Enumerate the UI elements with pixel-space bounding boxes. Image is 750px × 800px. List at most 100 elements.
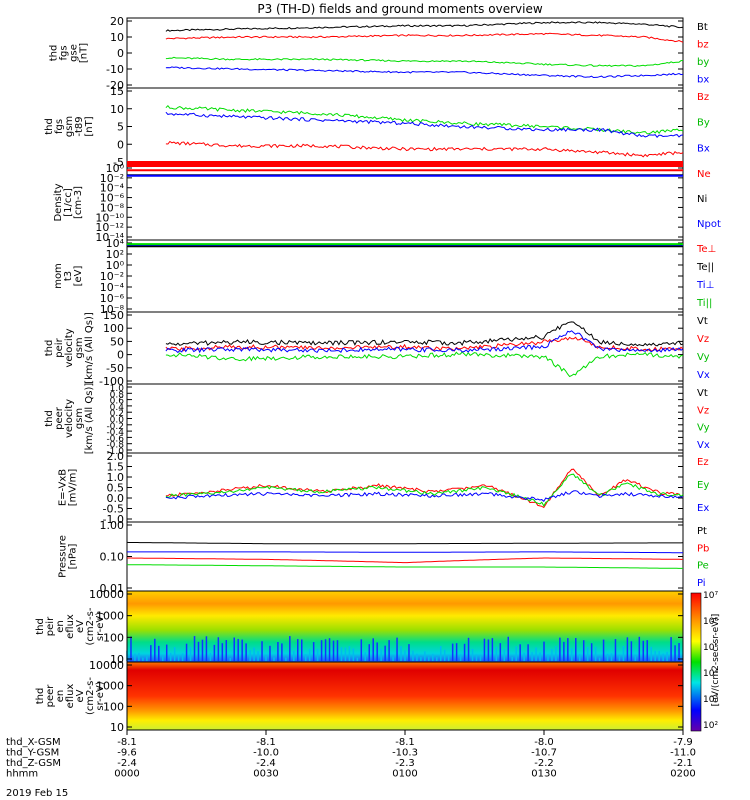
y-tick-label: 10⁻¹²	[95, 221, 124, 234]
y-tick-label: 10⁻⁶	[100, 192, 125, 205]
legend-Vy: Vy	[697, 352, 710, 363]
x-tick-label: -2.1	[673, 758, 693, 769]
y-axis-label-line: peer	[45, 684, 56, 708]
legend-Npot: Npot	[697, 219, 721, 230]
y-tick-label: 10000	[89, 588, 124, 601]
series-line-Vz	[165, 336, 684, 352]
y-tick-label: -10	[106, 63, 124, 76]
series-line-Ey	[165, 473, 684, 507]
series-line-Bt	[165, 21, 684, 32]
legend-Pt: Pt	[697, 526, 707, 537]
spectrogram	[127, 662, 683, 730]
plot-area	[127, 384, 683, 453]
y-axis-label: E=-VxB[mV/m]	[58, 469, 79, 507]
plot-area	[127, 165, 683, 240]
y-tick-label: 10⁻¹⁰	[95, 211, 124, 224]
legend-Vx: Vx	[697, 370, 710, 381]
series-line-by	[165, 56, 684, 68]
y-axis-label-line: eflux	[65, 684, 76, 709]
y-tick-label: 0	[117, 349, 124, 362]
y-tick-label: -50	[106, 362, 124, 375]
y-tick-label: 150	[103, 309, 124, 322]
plot-area	[127, 18, 683, 88]
y-axis-label: thdpeirvelocitygsm[km/s (All Qs)]	[44, 312, 95, 384]
y-axis-label-line: en	[55, 690, 66, 703]
colorbar-tick-label: 10⁷	[703, 591, 718, 601]
y-axis-label-line: sr-eV)	[95, 681, 106, 710]
colorbar-gradient	[690, 592, 702, 732]
y-axis-label-line: (cm2-s-	[85, 607, 96, 645]
series-line-Bx	[165, 111, 684, 138]
y-axis-label: momt3[eV]	[53, 263, 84, 289]
y-axis-label-line: [nPa]	[68, 543, 79, 569]
y-tick-label: 10⁻⁸	[100, 201, 125, 214]
y-axis-label-line: thd	[49, 45, 60, 62]
panel-7: 2.01.51.00.50.0-0.5-1.0E=-VxB[mV/m]EzEyE…	[58, 450, 710, 526]
legend-Ez: Ez	[697, 457, 709, 468]
y-axis-label-line: thd	[35, 618, 46, 635]
x-tick-label: -10.0	[253, 748, 279, 759]
figure-title: P3 (TH-D) fields and ground moments over…	[257, 2, 542, 16]
series-line-Bz	[165, 140, 684, 158]
y-axis-label-line: sr-eV)	[95, 612, 106, 641]
series-line-Ex	[165, 490, 684, 503]
legend-Vy: Vy	[697, 423, 710, 434]
series-line-By	[165, 104, 684, 135]
y-axis-label: thdfgsgsm-t89[nT]	[44, 116, 95, 137]
legend-Vz: Vz	[697, 334, 709, 345]
x-tick-label: 0100	[392, 769, 417, 780]
colorbar-tick-label: 10²	[703, 721, 718, 731]
y-tick-label: 10	[110, 653, 124, 666]
x-tick-label: -9.6	[117, 748, 137, 759]
panel-9: 10000 1000 100 10 thdpeirenefluxeV(cm2-s-sr-…	[35, 588, 684, 666]
x-tick-label: 0200	[670, 769, 695, 780]
y-axis-label: Density[1/cc][cm-3]	[53, 183, 84, 221]
y-tick-label: 10	[110, 31, 124, 44]
legend-bz: bz	[697, 40, 709, 51]
colorbar-label: [eV/(cm2-sec-sr-eV)]	[711, 614, 721, 707]
y-tick-label: 10²	[106, 248, 124, 261]
y-axis-label-line: thd	[35, 688, 46, 705]
y-tick-label: 0.4	[110, 403, 125, 413]
series-line-bz	[165, 32, 684, 43]
y-axis-label-line: mom	[53, 263, 64, 289]
x-tick-label: 0000	[114, 769, 139, 780]
y-tick-label: -1.0	[106, 447, 124, 457]
density-band	[127, 161, 683, 167]
y-tick-label: 10	[110, 103, 124, 116]
legend-Ex: Ex	[697, 503, 709, 514]
y-axis-label-line: [km/s (All Qs)]	[84, 383, 95, 455]
y-axis-label: thdfgsgse[nT]	[49, 43, 90, 63]
x-tick-label: 0130	[531, 769, 556, 780]
y-tick-label: -0.5	[103, 503, 124, 516]
panel-10: 10000 1000 100 10 thdpeerenefluxeV(cm2-s-sr-…	[35, 659, 684, 734]
x-row-label: thd_Z-GSM	[6, 758, 61, 769]
y-tick-label: 0.5	[107, 482, 125, 495]
y-tick-label: 10⁴	[106, 237, 125, 250]
heatmap-colorbar: 10⁷ 10⁶ 10⁵ 10⁴ 10³ 10² [eV/(cm2-sec-sr-eV)]	[690, 591, 721, 732]
legend-By: By	[697, 118, 710, 129]
y-tick-label: 0.8	[110, 390, 125, 400]
y-axis-label-line: thd	[44, 118, 55, 135]
series-line-Pb	[127, 557, 683, 564]
legend-Te⊥: Te⊥	[696, 244, 716, 255]
y-tick-label: 10⁰	[106, 259, 125, 272]
y-axis-label-line: [km/s (All Qs)]	[84, 312, 95, 384]
legend-bx: bx	[697, 75, 709, 86]
y-tick-label: 100	[103, 322, 124, 335]
series-line-Pi	[127, 551, 683, 554]
panel-8: 1.00 0.10 0.01 Pressure[nPa] Pt Pb Pe Pi	[58, 519, 710, 595]
y-axis-label-line: en	[55, 620, 66, 633]
y-axis-label-line: Pressure	[58, 535, 69, 578]
x-tick-label: -7.9	[673, 737, 693, 748]
y-axis-label-line: eV	[75, 620, 86, 633]
legend-Ne: Ne	[697, 169, 711, 180]
y-axis-label-line: [nT]	[84, 116, 95, 136]
x-tick-label: -8.0	[534, 737, 554, 748]
series-line-bx	[165, 66, 684, 79]
y-axis-label-line: fgs	[59, 45, 70, 60]
y-tick-label: 100	[103, 631, 124, 644]
plot-area	[127, 240, 683, 312]
